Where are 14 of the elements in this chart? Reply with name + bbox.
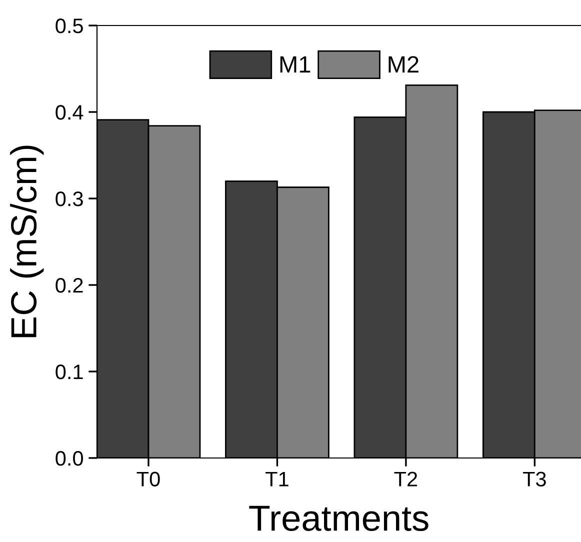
y-tick-label: 0.4 bbox=[56, 105, 84, 120]
legend-label: M2 bbox=[388, 56, 418, 73]
x-tick-label: T2 bbox=[394, 472, 418, 486]
x-tick-label: T0 bbox=[136, 472, 160, 486]
x-tick-label: T1 bbox=[266, 472, 288, 486]
y-tick-label: 0.2 bbox=[56, 278, 83, 293]
y-tick-label: 0.3 bbox=[56, 192, 83, 206]
x-axis-title: Treatments bbox=[249, 506, 428, 532]
y-tick-label: 0.1 bbox=[56, 364, 83, 380]
x-tick-label: T3 bbox=[522, 472, 546, 486]
y-axis-title: EC (mS/cm) bbox=[10, 146, 44, 338]
legend-label: M1 bbox=[280, 56, 310, 73]
y-tick-label: 0.0 bbox=[56, 451, 83, 466]
y-tick-label: 0.5 bbox=[56, 18, 83, 34]
